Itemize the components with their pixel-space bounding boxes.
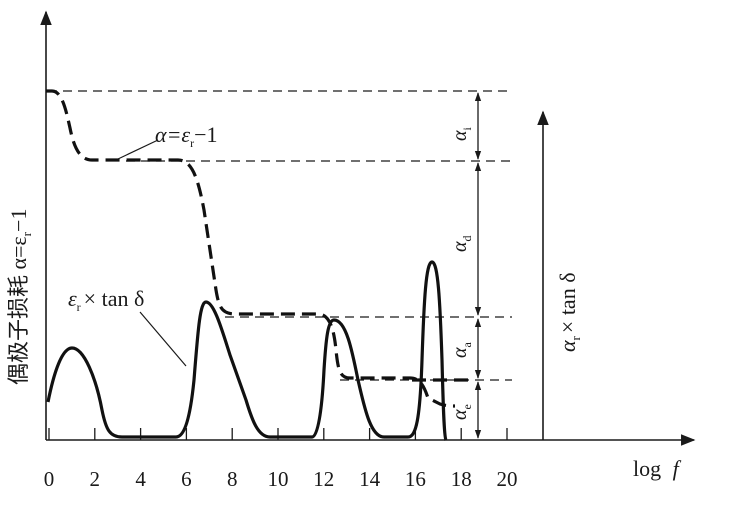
staircase-label-sub: r	[190, 136, 194, 150]
y-axis-right-label-prefix: α	[555, 340, 580, 352]
x-tick-label-20: 20	[497, 467, 518, 491]
y-axis-left-label: 偶极子损耗 α=εr−1	[6, 209, 34, 385]
dim-label-a-sub: a	[460, 342, 474, 348]
x-tick-label-18: 18	[451, 467, 472, 491]
dim-label-a-symbol: α	[449, 347, 471, 358]
dim-label-i-sub: i	[460, 127, 474, 131]
staircase-label-leader	[117, 139, 159, 160]
y-axis-right-label-tail: × tan δ	[555, 272, 580, 333]
x-tick-label-2: 2	[90, 467, 101, 491]
polarization-staircase-curve	[46, 89, 456, 408]
loss-label-tail: × tan δ	[84, 286, 145, 311]
y-axis-left-label-tail: −1	[6, 209, 31, 232]
dim-label-a: αa	[449, 342, 474, 359]
y-axis-left-label-main: 偶极子损耗 α=ε	[6, 236, 31, 385]
staircase-label-eq: =ε	[167, 122, 191, 147]
staircase-label-tail: −1	[194, 122, 217, 147]
loss-peaks-curve	[46, 260, 448, 441]
dim-label-e-symbol: α	[449, 409, 471, 420]
loss-label-eps: ε	[68, 286, 77, 311]
x-axis-label-var: f	[673, 456, 682, 481]
loss-label-sub: r	[77, 300, 81, 314]
y-axis-left-label-sub: r	[19, 231, 34, 236]
staircase-label-greek: α	[155, 122, 167, 147]
x-tick-label-4: 4	[135, 467, 146, 491]
x-tick-label-12: 12	[313, 467, 334, 491]
dim-label-d-sub: d	[460, 236, 474, 242]
x-tick-label-14: 14	[359, 467, 381, 491]
x-tick-label-6: 6	[181, 467, 192, 491]
dim-label-d: αd	[449, 236, 474, 253]
x-axis-label: log f	[633, 456, 682, 481]
loss-curve-label: εr × tan δ	[68, 286, 144, 314]
x-axis-label-prefix: log	[633, 456, 661, 481]
dimension-labels: αi αd αa αe	[449, 127, 474, 421]
dim-label-e-sub: e	[460, 404, 474, 409]
y-axis-right-label: αr × tan δ	[555, 272, 583, 352]
dim-label-i-symbol: α	[449, 130, 471, 141]
staircase-curve-label: α=εr−1	[155, 122, 218, 150]
x-tick-label-10: 10	[268, 467, 289, 491]
x-tick-label-0: 0	[44, 467, 55, 491]
x-tick-label-8: 8	[227, 467, 238, 491]
x-tick-label-16: 16	[405, 467, 426, 491]
dim-label-e: αe	[449, 404, 474, 420]
dim-label-i: αi	[449, 127, 474, 142]
y-axis-right-label-sub: r	[568, 335, 583, 340]
x-tick-labels: 0 2 4 6 8 10 12 14 16 18 20	[44, 467, 518, 491]
loss-label-leader	[139, 311, 187, 367]
dim-label-d-symbol: α	[449, 241, 471, 252]
